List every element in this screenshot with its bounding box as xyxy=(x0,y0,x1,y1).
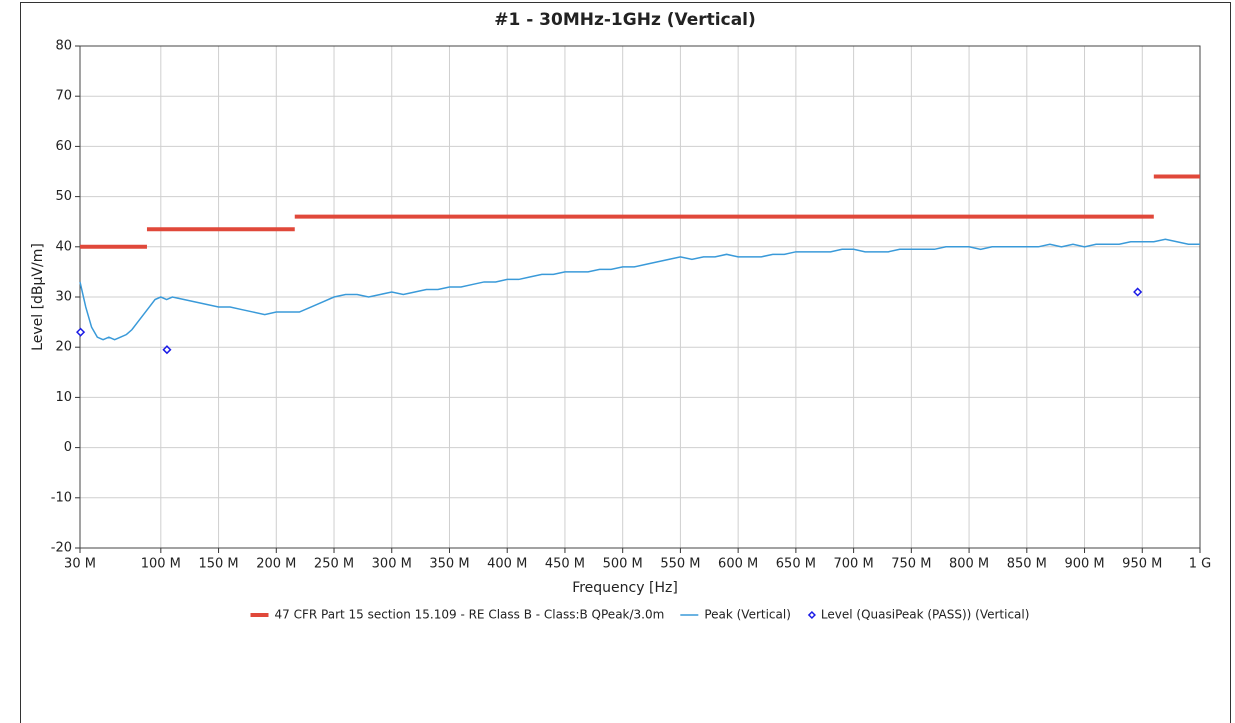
y-tick-label: 80 xyxy=(55,39,72,54)
x-tick-label: 30 M xyxy=(64,557,96,572)
x-tick-label: 700 M xyxy=(834,557,874,572)
x-tick-label: 750 M xyxy=(891,557,931,572)
x-tick-label: 600 M xyxy=(718,557,758,572)
y-tick-label: -20 xyxy=(51,541,72,556)
y-tick-label: 50 xyxy=(55,189,72,204)
x-tick-label: 400 M xyxy=(487,557,527,572)
x-tick-label: 350 M xyxy=(429,557,469,572)
x-tick-label: 800 M xyxy=(949,557,989,572)
plot-border xyxy=(79,45,1201,549)
x-tick-label: 550 M xyxy=(660,557,700,572)
x-tick-label: 1 G xyxy=(1189,557,1211,572)
x-tick-label: 300 M xyxy=(372,557,412,572)
x-tick-label: 200 M xyxy=(256,557,296,572)
series-line xyxy=(79,238,1200,341)
legend-swatch xyxy=(807,610,816,620)
y-axis-label: Level [dBµV/m] xyxy=(30,243,46,351)
x-tick-label: 650 M xyxy=(776,557,816,572)
x-tick-label: 250 M xyxy=(314,557,354,572)
x-tick-label: 850 M xyxy=(1007,557,1047,572)
y-tick-label: 60 xyxy=(55,139,72,154)
data-point xyxy=(76,327,86,337)
frame xyxy=(20,2,1231,723)
x-axis-label: Frequency [Hz] xyxy=(572,580,678,596)
x-tick-label: 950 M xyxy=(1122,557,1162,572)
legend: 47 CFR Part 15 section 15.109 - RE Class… xyxy=(250,608,1030,622)
y-tick-label: 30 xyxy=(55,290,72,305)
x-tick-label: 150 M xyxy=(198,557,238,572)
y-tick-label: 20 xyxy=(55,340,72,355)
legend-label: 47 CFR Part 15 section 15.109 - RE Class… xyxy=(275,608,665,622)
y-tick-label: -10 xyxy=(51,490,72,505)
y-tick-label: 40 xyxy=(55,239,72,254)
y-tick-label: 0 xyxy=(64,440,72,455)
legend-label: Peak (Vertical) xyxy=(704,608,791,622)
x-tick-label: 450 M xyxy=(545,557,585,572)
legend-label: Level (QuasiPeak (PASS)) (Vertical) xyxy=(821,608,1030,622)
x-tick-label: 100 M xyxy=(141,557,181,572)
x-tick-label: 900 M xyxy=(1064,557,1104,572)
data-point xyxy=(1133,287,1143,297)
data-point xyxy=(162,345,172,355)
chart-title: #1 - 30MHz-1GHz (Vertical) xyxy=(494,10,756,30)
y-tick-label: 70 xyxy=(55,89,72,104)
y-tick-label: 10 xyxy=(55,390,72,405)
x-tick-label: 500 M xyxy=(603,557,643,572)
